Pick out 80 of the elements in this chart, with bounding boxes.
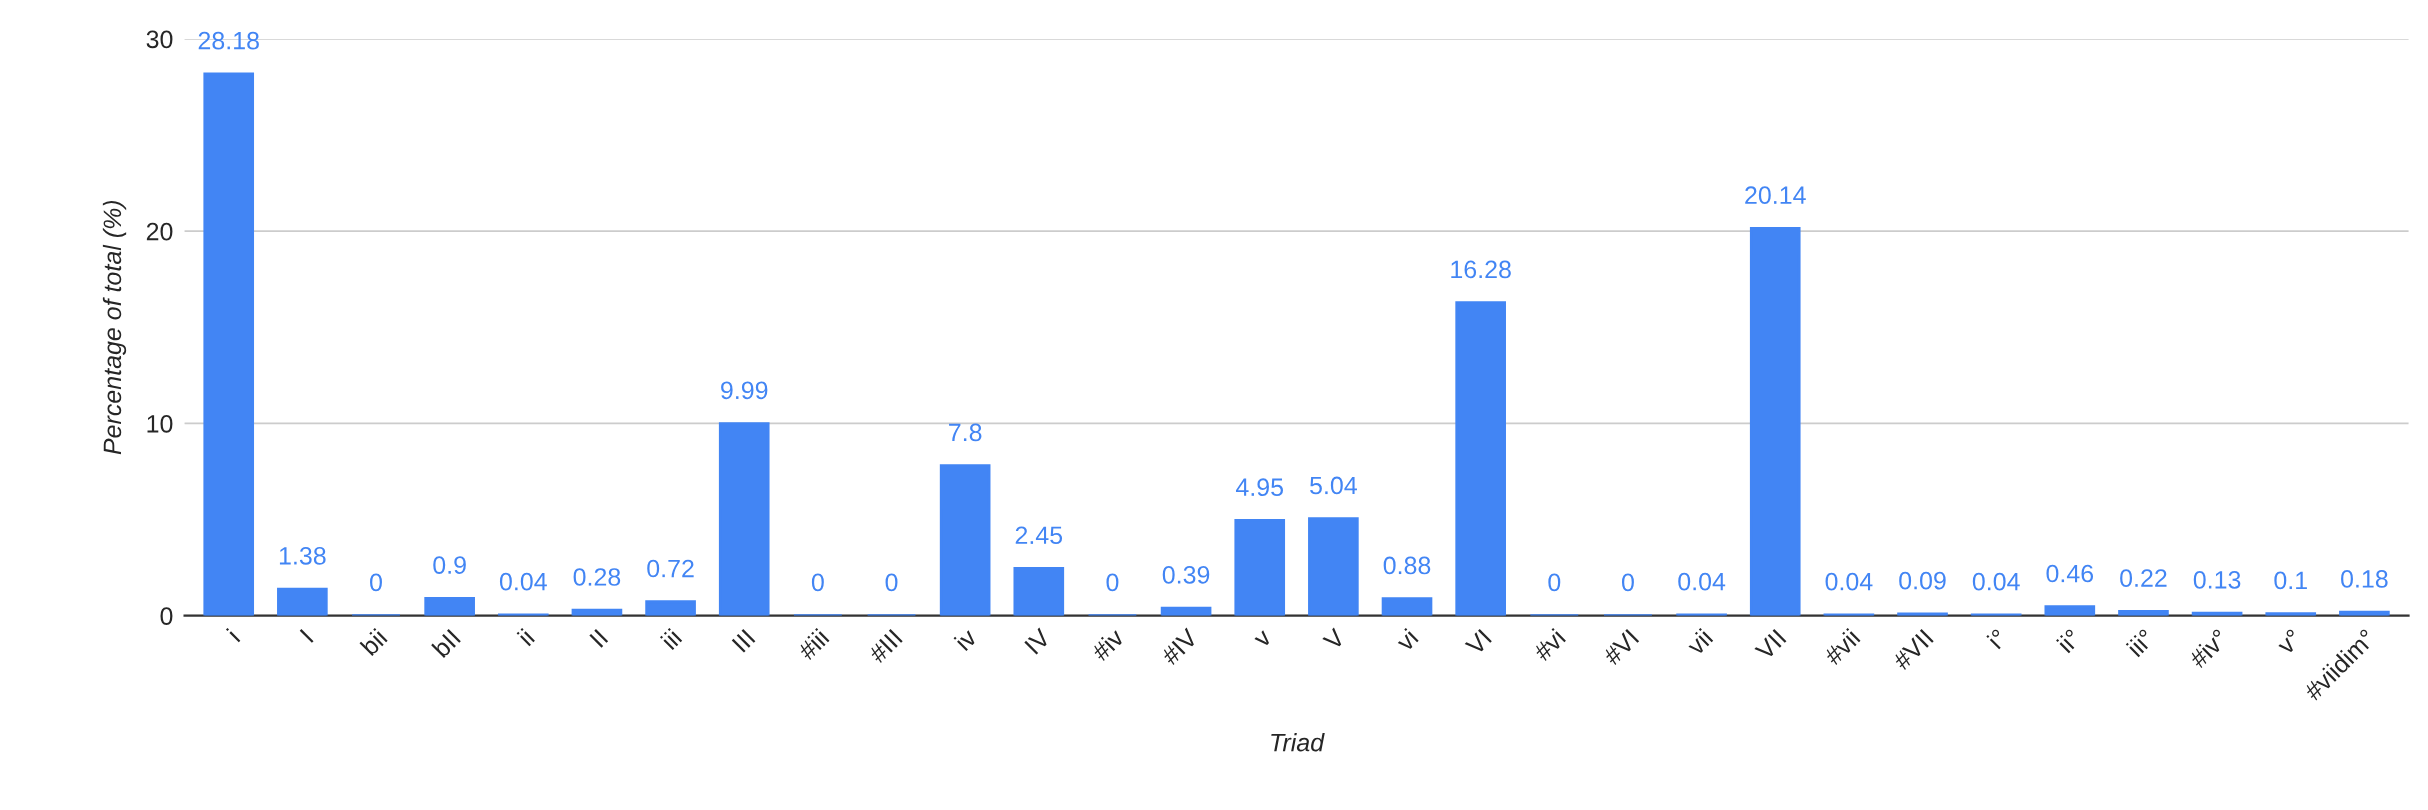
data-label: 0.88 — [1383, 556, 1431, 575]
bar — [718, 422, 770, 616]
data-label: 0.04 — [1678, 572, 1726, 591]
data-label: 0.09 — [1899, 571, 1946, 590]
data-label: 0.04 — [1972, 572, 2020, 591]
x-axis-title: Triad — [1271, 733, 1325, 752]
x-tick-label: V — [1322, 627, 1347, 652]
x-tick-label: I — [299, 628, 314, 643]
x-tick-label: iii — [659, 627, 683, 651]
data-label: 0.46 — [2046, 564, 2094, 583]
data-label: 2.45 — [1015, 526, 1063, 545]
x-tick-label: #III — [867, 628, 903, 665]
x-tick-label: #VI — [1602, 628, 1640, 666]
data-label: 0.22 — [2120, 569, 2167, 587]
data-label: 28.18 — [198, 31, 259, 50]
x-tick-label: IV — [1024, 627, 1052, 655]
data-label: 0 — [1548, 573, 1561, 592]
x-tick-label: #VII — [1891, 628, 1934, 671]
x-tick-label: v — [1254, 630, 1273, 649]
x-tick-label: #vi — [1531, 627, 1566, 663]
bar — [1160, 606, 1212, 616]
x-tick-label: #vii — [1822, 627, 1861, 666]
data-label: 7.8 — [949, 423, 982, 442]
data-label: 0.04 — [1825, 572, 1873, 591]
data-label: 4.95 — [1235, 478, 1284, 497]
data-label: 0.13 — [2193, 571, 2241, 589]
x-tick-label: v° — [2275, 628, 2303, 656]
data-label: 0.28 — [573, 568, 621, 586]
bar — [1234, 519, 1286, 616]
bar — [2044, 605, 2096, 616]
data-label: 0 — [1106, 573, 1119, 592]
data-label: 0 — [811, 573, 824, 592]
bar — [1455, 301, 1506, 616]
bar — [277, 587, 328, 616]
x-tick-label: VII — [1754, 628, 1787, 662]
bar — [1749, 227, 1801, 616]
x-tick-label: vii — [1684, 627, 1714, 657]
bar — [1308, 517, 1359, 616]
data-label: 16.28 — [1451, 260, 1511, 279]
data-label: 0 — [370, 573, 382, 592]
y-tick-label: 0 — [160, 607, 173, 625]
x-tick-label: ii — [516, 627, 535, 647]
x-tick-label: VI — [1464, 628, 1492, 657]
data-label: 20.14 — [1745, 186, 1806, 205]
x-tick-label: #iv — [1089, 626, 1126, 663]
bar — [203, 72, 255, 616]
data-label: 0.18 — [2341, 570, 2388, 588]
data-label: 0.9 — [433, 556, 466, 574]
x-tick-label: bii — [359, 627, 388, 657]
data-label: 9.99 — [721, 381, 768, 400]
x-tick-label: i° — [1986, 627, 2008, 650]
data-label: 1.38 — [279, 546, 326, 565]
data-label: 0.72 — [647, 559, 694, 578]
data-label: 0 — [1621, 573, 1634, 592]
x-tick-label: #iv° — [2187, 627, 2229, 670]
bar — [1013, 567, 1065, 616]
y-tick-label: 30 — [146, 30, 173, 49]
x-tick-label: ii° — [2056, 627, 2082, 654]
bar — [645, 600, 696, 616]
data-label: 0.39 — [1162, 566, 1210, 584]
data-label: 0.1 — [2274, 571, 2307, 590]
x-tick-label: #iii — [796, 627, 830, 662]
x-tick-label: iii° — [2125, 627, 2156, 658]
x-tick-label: bII — [431, 628, 461, 659]
y-tick-label: 20 — [146, 222, 173, 241]
data-label: 0.04 — [499, 572, 547, 591]
bar — [2118, 609, 2169, 616]
bar — [939, 464, 991, 616]
x-tick-label: #IV — [1160, 627, 1199, 666]
bar — [424, 596, 475, 616]
bar — [1381, 597, 1433, 616]
y-tick-label: 10 — [147, 414, 173, 433]
x-tick-label: vi — [1394, 627, 1419, 653]
data-label: 0 — [885, 573, 898, 592]
data-label: 5.04 — [1310, 476, 1357, 495]
x-tick-label: III — [731, 628, 756, 653]
x-tick-label: II — [589, 628, 609, 648]
x-tick-label: i — [225, 627, 241, 643]
x-tick-label: iv — [953, 626, 978, 652]
y-axis-title: Percentage of total (%) — [102, 200, 127, 455]
